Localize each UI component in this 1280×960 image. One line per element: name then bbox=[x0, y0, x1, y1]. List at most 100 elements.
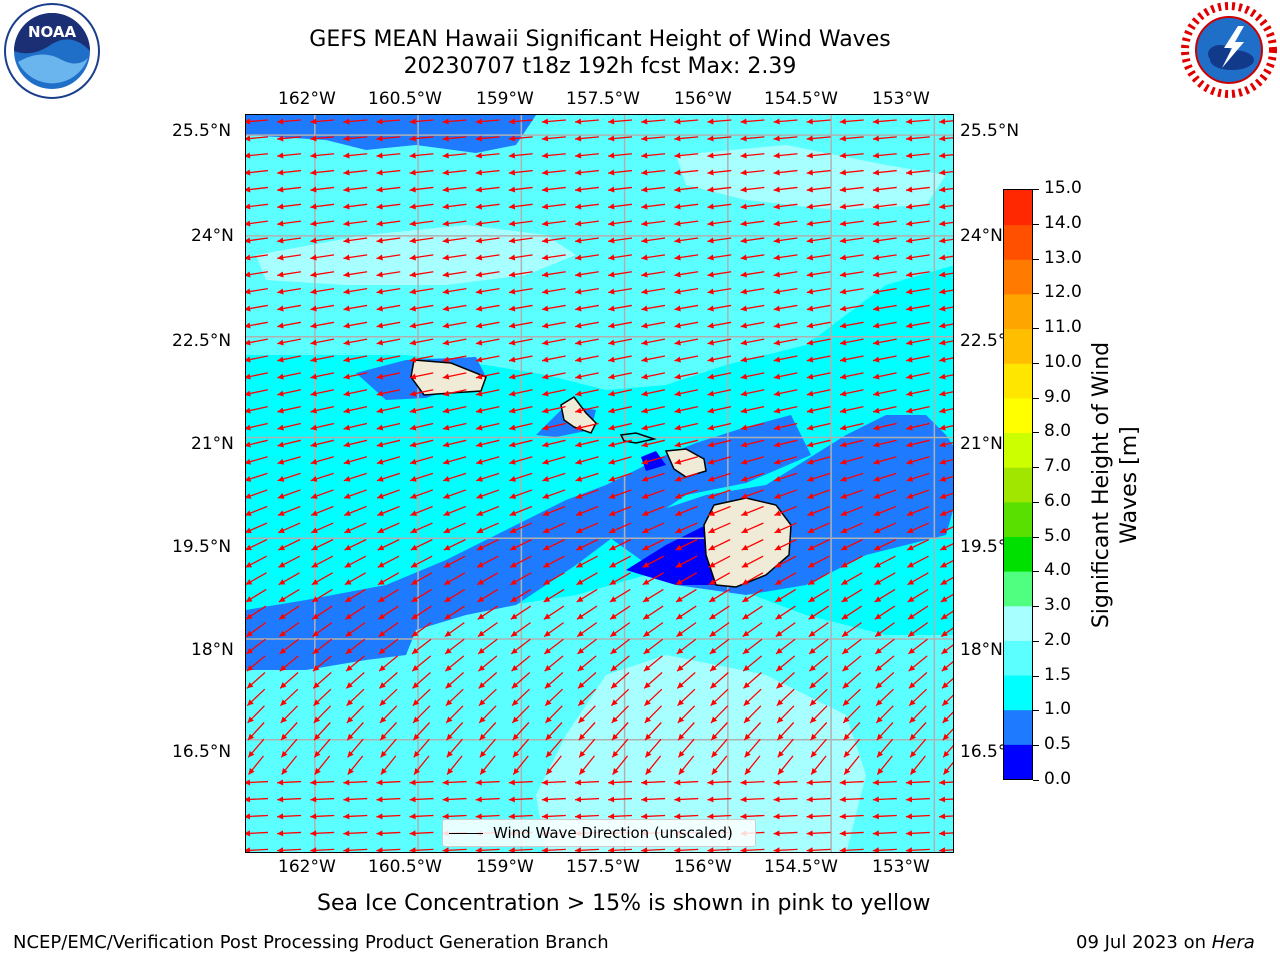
wave-direction-arrow bbox=[740, 439, 765, 448]
wave-direction-arrow bbox=[508, 847, 533, 852]
wave-direction-arrow bbox=[410, 505, 433, 516]
noaa-logo-text: NOAA bbox=[28, 23, 77, 41]
wave-direction-arrow bbox=[707, 135, 732, 142]
wave-direction-arrow bbox=[674, 220, 699, 227]
wave-direction-arrow bbox=[508, 186, 533, 193]
wave-direction-arrow bbox=[409, 405, 434, 414]
wave-direction-arrow bbox=[839, 355, 864, 363]
wave-direction-arrow bbox=[773, 220, 798, 227]
wave-direction-arrow bbox=[740, 456, 765, 465]
wave-direction-arrow bbox=[509, 522, 533, 534]
wave-direction-arrow bbox=[642, 539, 665, 551]
wave-direction-arrow bbox=[508, 118, 533, 125]
wave-direction-arrow bbox=[442, 355, 467, 363]
wave-direction-arrow bbox=[310, 456, 334, 465]
wave-direction-arrow bbox=[839, 271, 864, 278]
wave-direction-arrow bbox=[677, 722, 695, 741]
wave-direction-arrow bbox=[842, 655, 862, 672]
wave-direction-arrow bbox=[376, 796, 401, 803]
colorbar-tick-mark bbox=[1033, 258, 1039, 260]
wave-direction-arrow bbox=[410, 572, 433, 586]
bottom-lon-tick: 162°W bbox=[278, 857, 336, 877]
colorbar-tick-mark bbox=[1033, 606, 1039, 608]
wave-direction-arrow bbox=[509, 539, 532, 551]
wave-direction-arrow bbox=[872, 355, 897, 363]
wave-direction-arrow bbox=[442, 321, 467, 329]
wave-direction-arrow bbox=[608, 186, 633, 193]
wave-direction-arrow bbox=[475, 847, 500, 852]
wave-direction-arrow bbox=[409, 456, 434, 465]
wave-direction-arrow bbox=[674, 169, 699, 176]
wave-direction-arrow bbox=[442, 372, 467, 380]
wave-direction-arrow bbox=[510, 638, 531, 655]
colorbar-segment bbox=[1004, 328, 1032, 364]
wave-direction-arrow bbox=[442, 813, 467, 820]
wave-direction-arrow bbox=[246, 605, 267, 620]
wave-direction-arrow bbox=[477, 638, 498, 655]
wave-direction-arrow bbox=[277, 254, 302, 261]
wave-direction-arrow bbox=[807, 489, 831, 499]
wave-direction-arrow bbox=[343, 505, 367, 516]
wave-direction-arrow bbox=[344, 555, 367, 568]
wave-direction-arrow bbox=[246, 522, 268, 534]
wave-direction-arrow bbox=[541, 847, 566, 852]
wave-direction-arrow bbox=[874, 622, 895, 638]
wave-direction-arrow bbox=[310, 796, 335, 803]
wave-direction-arrow bbox=[311, 588, 333, 603]
wave-direction-arrow bbox=[541, 152, 566, 159]
wave-direction-arrow bbox=[906, 539, 930, 551]
wave-direction-arrow bbox=[939, 441, 953, 448]
wave-direction-arrow bbox=[907, 605, 929, 620]
wave-direction-arrow bbox=[376, 220, 401, 227]
wave-direction-arrow bbox=[843, 738, 861, 758]
wave-direction-arrow bbox=[409, 779, 434, 786]
wave-direction-arrow bbox=[376, 422, 401, 431]
wave-direction-arrow bbox=[409, 472, 434, 482]
wave-direction-arrow bbox=[740, 220, 765, 227]
wave-direction-arrow bbox=[246, 489, 268, 499]
wave-direction-arrow bbox=[641, 405, 665, 414]
left-lat-tick: 22.5°N bbox=[172, 331, 232, 351]
wave-direction-arrow bbox=[279, 672, 299, 689]
colorbar-tick-label: 2.0 bbox=[1044, 629, 1072, 650]
wave-direction-arrow bbox=[277, 287, 302, 295]
wave-direction-arrow bbox=[508, 321, 533, 329]
wave-direction-arrow bbox=[872, 118, 897, 125]
wave-direction-arrow bbox=[541, 118, 566, 125]
wave-field-0-0-5m bbox=[626, 525, 726, 585]
wave-direction-arrow bbox=[608, 813, 633, 820]
wave-direction-arrow bbox=[446, 738, 463, 758]
wave-direction-arrow bbox=[909, 705, 927, 724]
wave-direction-arrow bbox=[873, 539, 896, 551]
wave-direction-arrow bbox=[806, 830, 831, 837]
wave-direction-arrow bbox=[806, 472, 831, 482]
wave-direction-arrow bbox=[509, 555, 532, 568]
wave-direction-arrow bbox=[310, 254, 335, 261]
wave-direction-arrow bbox=[378, 638, 399, 655]
wave-field-0-0-5m bbox=[641, 451, 666, 471]
wave-direction-arrow bbox=[708, 605, 730, 620]
wave-direction-arrow bbox=[477, 588, 499, 603]
wave-direction-arrow bbox=[278, 572, 300, 586]
wave-direction-arrow bbox=[608, 338, 632, 346]
wave-direction-arrow bbox=[476, 472, 500, 482]
wave-direction-arrow bbox=[709, 672, 729, 689]
wave-direction-arrow bbox=[378, 605, 399, 620]
wave-direction-arrow bbox=[839, 847, 864, 852]
wave-direction-arrow bbox=[709, 622, 730, 638]
wave-direction-arrow bbox=[905, 118, 930, 125]
wave-direction-arrow bbox=[542, 405, 566, 414]
wave-direction-arrow bbox=[641, 118, 666, 125]
wave-direction-arrow bbox=[740, 186, 765, 193]
colorbar-segment bbox=[1004, 259, 1032, 295]
wave-direction-arrow bbox=[839, 422, 864, 431]
wave-direction-arrow bbox=[872, 304, 897, 312]
wave-direction-arrow bbox=[377, 539, 400, 551]
wave-direction-arrow bbox=[938, 796, 953, 803]
wave-direction-arrow bbox=[740, 422, 765, 431]
wave-direction-arrow bbox=[906, 422, 930, 431]
wave-direction-arrow bbox=[840, 505, 864, 516]
wave-direction-arrow bbox=[773, 237, 798, 244]
colorbar-tick-mark bbox=[1033, 189, 1039, 190]
wave-direction-arrow bbox=[776, 705, 795, 724]
